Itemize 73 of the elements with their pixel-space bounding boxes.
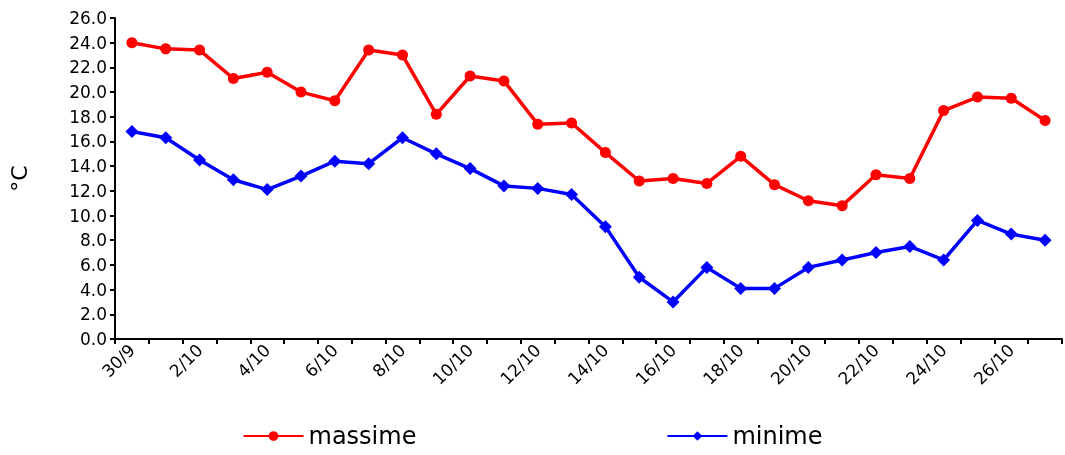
point <box>532 118 544 130</box>
point <box>836 200 848 212</box>
legend-label: minime <box>732 422 823 450</box>
point <box>632 270 646 284</box>
point <box>701 177 713 189</box>
y-tick-label: 4.0 <box>79 279 107 300</box>
point <box>363 44 375 56</box>
point <box>937 253 951 267</box>
point <box>700 260 714 274</box>
point <box>261 66 273 78</box>
point <box>633 175 645 187</box>
point <box>329 95 341 107</box>
point <box>395 131 409 145</box>
legend-label: massime <box>308 422 417 450</box>
point <box>531 181 545 195</box>
y-tick-label: 22.0 <box>69 57 107 78</box>
point <box>802 195 814 207</box>
y-tick-label: 14.0 <box>69 156 107 177</box>
point <box>599 147 611 159</box>
point <box>194 44 206 56</box>
point <box>1038 233 1052 247</box>
y-tick-label: 24.0 <box>69 32 107 53</box>
point <box>160 43 172 55</box>
point <box>1005 92 1017 104</box>
point <box>971 91 983 103</box>
point <box>429 147 443 161</box>
point <box>396 49 408 61</box>
y-tick-label: 6.0 <box>79 254 107 275</box>
point <box>260 183 274 197</box>
point <box>227 73 239 84</box>
point <box>159 131 173 145</box>
point <box>598 220 612 234</box>
point <box>869 246 883 260</box>
point <box>328 154 342 168</box>
point <box>193 153 207 167</box>
point <box>667 173 679 184</box>
y-tick-label: 10.0 <box>69 205 107 226</box>
point <box>497 179 511 193</box>
point <box>768 281 782 295</box>
point <box>295 86 307 98</box>
point <box>126 37 138 49</box>
point <box>835 253 849 267</box>
point <box>735 150 747 162</box>
point <box>1004 227 1018 241</box>
point <box>1039 114 1051 126</box>
point <box>464 70 476 82</box>
point <box>463 162 477 176</box>
point <box>801 260 815 274</box>
point <box>294 169 308 183</box>
y-tick-label: 18.0 <box>69 106 107 127</box>
point <box>903 239 917 253</box>
point <box>430 108 442 120</box>
point <box>666 295 680 309</box>
point <box>904 173 916 184</box>
y-tick-label: 12.0 <box>69 180 107 201</box>
y-tick-label: 26.0 <box>69 8 107 28</box>
point <box>226 173 240 187</box>
point <box>498 75 510 87</box>
point <box>362 157 376 171</box>
point <box>125 125 139 139</box>
y-tick-label: 2.0 <box>79 304 107 325</box>
y-tick-label: 16.0 <box>69 131 107 152</box>
point <box>734 281 748 295</box>
y-tick-label: 8.0 <box>79 230 107 251</box>
point <box>970 213 984 227</box>
point <box>870 169 882 181</box>
y-axis-title: °C <box>6 165 32 192</box>
point <box>566 117 578 129</box>
point <box>938 105 950 117</box>
y-tick-label: 20.0 <box>69 82 107 103</box>
point <box>565 188 579 202</box>
y-tick-label: 0.0 <box>79 329 107 349</box>
point <box>769 179 781 191</box>
